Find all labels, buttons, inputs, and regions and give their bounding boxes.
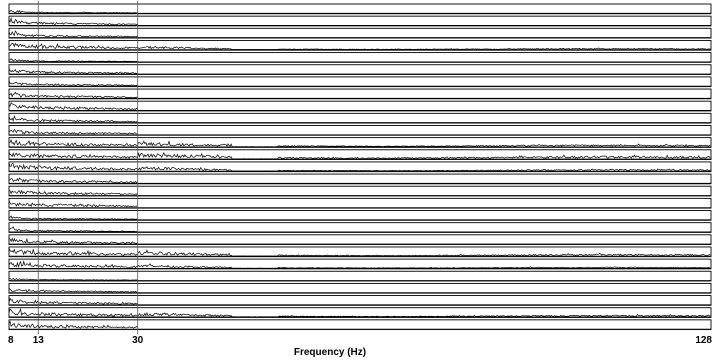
spectrum-trace (8, 247, 711, 257)
spectrum-panel (8, 173, 712, 185)
spectrum-trace (8, 287, 138, 293)
spectrum-trace (8, 91, 138, 99)
spectrum-panel (8, 27, 712, 39)
spectrum-trace (8, 277, 138, 281)
spectrum-panel (8, 137, 712, 148)
panel-frame (8, 282, 712, 294)
spectra-panels (8, 3, 712, 331)
spectrum-panel (8, 15, 712, 27)
panel-frame (8, 210, 712, 221)
spectrum-panel (8, 197, 712, 209)
spectrum-trace (8, 226, 138, 232)
panel-frame (8, 64, 712, 75)
panel-frame (8, 3, 712, 15)
spectrum-trace (8, 30, 138, 38)
x-tick-label: 8 (8, 335, 14, 346)
spectrum-trace (8, 114, 138, 123)
spectrum-trace (8, 139, 711, 148)
panel-frame (8, 112, 712, 124)
panel-frame (8, 185, 712, 197)
panel-frame (8, 125, 712, 136)
panel-frame (8, 149, 712, 160)
spectrum-trace (8, 237, 138, 244)
spectrum-panel (8, 210, 712, 221)
spectrum-panel (8, 112, 712, 124)
spectrum-trace (8, 307, 711, 318)
spectrum-panel (8, 270, 712, 282)
spectrum-trace (8, 128, 138, 135)
spectrum-panel (8, 246, 712, 258)
spectrum-trace (8, 9, 138, 14)
spectrum-panel (8, 76, 712, 88)
panel-frame (8, 100, 712, 112)
spectrum-trace (8, 58, 138, 62)
spectrum-panel (8, 39, 712, 51)
spectrum-trace (8, 189, 138, 196)
panel-frame (8, 258, 712, 270)
panel-frame (8, 27, 712, 39)
panel-frame (8, 197, 712, 209)
panel-frame (8, 246, 712, 258)
spectrum-panel (8, 185, 712, 197)
spectrum-panel (8, 161, 712, 173)
spectrum-panel (8, 307, 712, 318)
spectrum-panel (8, 258, 712, 270)
spectrum-trace (8, 177, 138, 184)
panel-frame (8, 161, 712, 173)
spectrum-panel (8, 149, 712, 160)
panel-frame (8, 270, 712, 282)
spectrum-panel (8, 64, 712, 75)
panel-frame (8, 173, 712, 185)
spectrum-panel (8, 3, 712, 15)
spectrum-trace (8, 297, 138, 305)
spectrum-trace (8, 16, 138, 26)
spectrum-trace (8, 80, 138, 86)
spectrum-panel (8, 125, 712, 136)
spectrum-trace (8, 260, 711, 269)
spectrum-panel (8, 88, 712, 100)
spectrum-panel (8, 295, 712, 306)
spectrum-trace (8, 200, 138, 208)
spectrum-panel (8, 222, 712, 233)
spectrum-panel (8, 234, 712, 246)
spectrum-panel (8, 100, 712, 112)
spectrum-panel (8, 52, 712, 63)
spectrum-trace (8, 68, 138, 74)
x-tick-label: 13 (33, 335, 45, 346)
panel-frame (8, 295, 712, 306)
x-tick-label: 30 (132, 335, 144, 346)
panel-frame (8, 52, 712, 63)
spectrum-panel (8, 282, 712, 294)
x-tick-label: 128 (695, 335, 712, 346)
spectrum-trace (8, 320, 138, 329)
reference-lines (37, 1, 139, 334)
x-axis-ticks: 8 13 30 128 (8, 335, 712, 346)
panel-frame (8, 76, 712, 88)
spectrum-trace (8, 215, 138, 220)
spectrum-trace (8, 102, 138, 111)
panel-frame (8, 39, 712, 51)
panel-frame (8, 15, 712, 27)
panel-frame (8, 319, 712, 331)
spectrum-trace (8, 42, 711, 50)
spectrum-trace (8, 162, 711, 172)
x-axis-title: Frequency (Hz) (294, 347, 366, 358)
panel-frame (8, 222, 712, 233)
spectrum-panel (8, 319, 712, 331)
spectrum-trace (8, 151, 711, 160)
panel-frame (8, 234, 712, 246)
